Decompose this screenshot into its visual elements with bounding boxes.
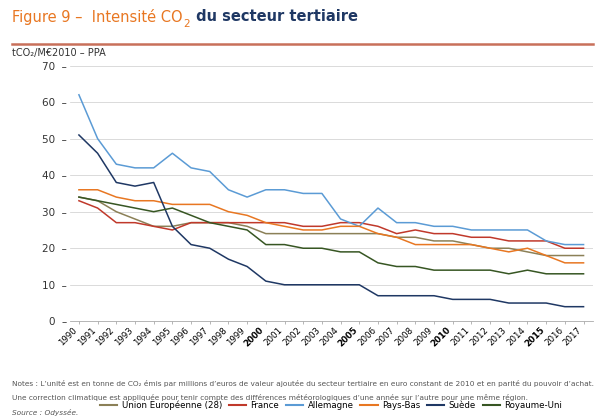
Text: 2: 2 <box>184 19 191 29</box>
Text: tCO₂/M€2010 – PPA: tCO₂/M€2010 – PPA <box>12 48 106 58</box>
Text: Source : Odyssée.: Source : Odyssée. <box>12 410 79 417</box>
Text: Une correction climatique est appliquée pour tenir compte des différences météor: Une correction climatique est appliquée … <box>12 394 528 401</box>
Text: du secteur tertiaire: du secteur tertiaire <box>191 9 358 24</box>
Legend: Union Européenne (28), France, Allemagne, Pays-Bas, Suède, Royaume-Uni: Union Européenne (28), France, Allemagne… <box>100 400 562 410</box>
Text: Figure 9 –  Intensité CO: Figure 9 – Intensité CO <box>12 9 183 25</box>
Text: Notes : L’unité est en tonne de CO₂ émis par millions d’euros de valeur ajoutée : Notes : L’unité est en tonne de CO₂ émis… <box>12 380 594 387</box>
